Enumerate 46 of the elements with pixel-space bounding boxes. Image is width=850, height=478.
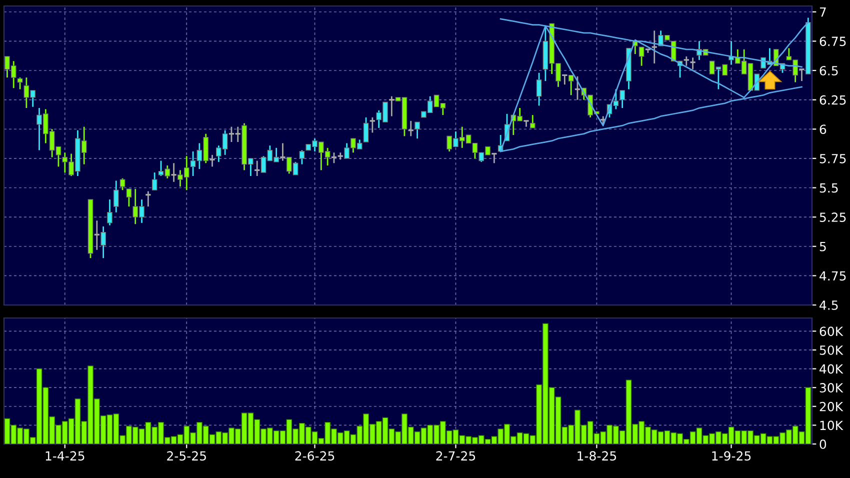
candlestick <box>363 116 369 143</box>
x-tick-label: 1-8-25 <box>578 451 616 461</box>
y-tick-label: 60K <box>820 326 844 336</box>
candlestick <box>113 180 119 214</box>
candlestick <box>536 72 542 106</box>
candlestick <box>650 30 658 64</box>
candlestick <box>279 142 286 162</box>
candlestick <box>152 172 158 191</box>
candlestick <box>683 56 690 66</box>
y-tick-label: 40K <box>820 364 844 374</box>
y-tick-label: 6 <box>820 124 826 134</box>
candlestick <box>299 150 305 165</box>
y-tick-label: 6.5 <box>820 66 838 76</box>
y-tick-label: 20K <box>820 402 844 412</box>
x-tick-label: 2-6-25 <box>295 451 334 461</box>
y-tick-label: 30K <box>820 383 844 393</box>
y-tick-label: 5.25 <box>820 212 846 222</box>
y-tick-label: 5 <box>820 242 826 252</box>
candlestick <box>522 120 530 128</box>
y-tick-label: 6.75 <box>820 36 846 46</box>
candlestick <box>620 90 625 109</box>
y-tick-label: 10K <box>820 420 844 430</box>
y-tick-label: 7 <box>820 8 826 17</box>
y-tick-label: 6.25 <box>820 95 846 105</box>
x-tick-label: 2-5-25 <box>167 451 206 461</box>
y-tick-label: 4.5 <box>820 300 838 310</box>
candlestick <box>530 114 536 129</box>
candlestick <box>638 46 644 66</box>
y-tick-label: 50K <box>820 345 844 355</box>
candlestick <box>414 121 420 140</box>
candlestick <box>107 198 112 226</box>
candlestick <box>798 68 806 82</box>
y-tick-label: 5.5 <box>820 183 838 193</box>
candlestick <box>170 162 178 183</box>
y-tick-label: 0 <box>820 439 826 449</box>
candlestick <box>17 76 23 90</box>
candlestick <box>568 74 574 96</box>
x-tick-label: 1-4-25 <box>46 451 84 461</box>
y-tick-label: 4.75 <box>820 271 846 281</box>
y-tick-label: 5.75 <box>820 154 846 164</box>
x-tick-label: 2-7-25 <box>436 451 476 461</box>
candlestick <box>208 154 216 168</box>
x-tick-label: 1-9-25 <box>712 451 751 461</box>
candlestick <box>100 226 106 259</box>
candlestick <box>126 188 132 208</box>
candlestick <box>120 178 126 191</box>
